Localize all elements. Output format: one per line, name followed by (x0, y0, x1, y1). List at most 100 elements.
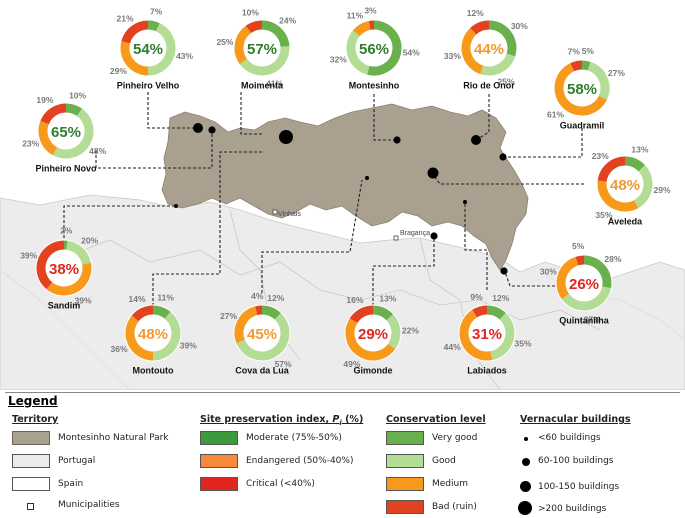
segment-label-very-good: 30% (511, 21, 528, 31)
segment-label-medium: 11% (347, 11, 364, 21)
segment-medium (556, 256, 579, 300)
building-marker-sandim (174, 204, 178, 208)
segment-good (480, 53, 516, 76)
segment-bad (245, 20, 263, 34)
preservation-index: 56% (359, 41, 389, 58)
municipality-boundary (0, 269, 131, 390)
segment-medium (38, 120, 58, 156)
donut-quintanilha: 28% 37% 30% 5% 26% Quintanilha (540, 241, 622, 326)
segment-good (52, 108, 94, 159)
donut-guadramil: 5% 27% 61% 7% 58% Guadramil (547, 46, 625, 131)
segment-label-good: 43% (176, 51, 193, 61)
segment-good (490, 312, 515, 361)
braganca-marker (393, 235, 399, 241)
segment-bad (575, 255, 585, 266)
leader-lines (63, 92, 584, 306)
leader-montouto (152, 151, 262, 306)
b200-label: >200 buildings (538, 504, 607, 514)
vinhais-marker (272, 209, 278, 215)
segment-label-bad: 10% (242, 7, 259, 17)
building-marker-montesinho (393, 136, 401, 144)
segment-label-good: 25% (498, 76, 515, 86)
bad-label: Bad (ruin) (432, 502, 477, 512)
segment-very-good (367, 20, 402, 76)
segment-medium (352, 20, 371, 37)
territory-heading: Territory (12, 414, 59, 425)
segment-very-good (261, 305, 281, 320)
legend: Legend Territory Montesinho Natural Park… (0, 390, 685, 518)
segment-very-good (624, 156, 646, 172)
building-marker-guadramil (499, 153, 507, 161)
segment-bad (255, 305, 263, 316)
segment-medium (234, 25, 252, 65)
segment-label-good: 48% (89, 146, 106, 156)
segment-label-medium: 44% (444, 342, 461, 352)
segment-label-medium: 36% (111, 344, 128, 354)
segment-label-medium: 27% (220, 311, 237, 321)
segment-very-good (581, 60, 591, 71)
segment-medium (125, 315, 154, 361)
segment-medium (461, 27, 484, 75)
segment-label-very-good: 7% (150, 6, 163, 16)
segment-medium (120, 41, 149, 76)
preservation-index: 54% (133, 41, 163, 58)
segment-good (65, 240, 92, 265)
donut-gimonde: 13% 22% 49% 16% 29% Gimonde (343, 294, 419, 376)
segment-bad (36, 240, 65, 290)
site-name: Quintanilha (559, 316, 609, 326)
site-name: Aveleda (608, 217, 643, 227)
leader-pinheiro-novo (95, 132, 213, 169)
segment-label-bad: 12% (467, 8, 484, 18)
b150-dot (520, 481, 531, 492)
segment-label-good: 41% (266, 78, 283, 88)
good-swatch (386, 454, 424, 468)
segment-label-bad: 9% (470, 292, 483, 302)
good-label: Good (432, 456, 456, 466)
preservation-index: 44% (474, 41, 504, 58)
leader-sandim (63, 205, 175, 238)
building-marker-quintanilha (500, 267, 508, 275)
segment-label-very-good: 10% (69, 90, 86, 100)
segment-bad (472, 305, 488, 318)
braganca-label: Bragança (400, 230, 430, 237)
site-name: Guadramil (560, 121, 605, 131)
segment-label-medium: 29% (110, 66, 127, 76)
preservation-index: 65% (51, 124, 81, 141)
segment-label-bad: 4% (251, 291, 264, 301)
b60-label: <60 buildings (538, 433, 601, 443)
segment-label-bad: 19% (36, 95, 53, 105)
segment-bad (40, 103, 67, 125)
medium-swatch (386, 477, 424, 491)
segment-label-good: 29% (654, 185, 671, 195)
segment-label-bad: 21% (117, 13, 134, 23)
b200-dot (518, 501, 532, 515)
segment-label-very-good: 11% (157, 293, 174, 303)
b150-label: 100-150 buildings (538, 482, 620, 492)
spain-swatch (12, 477, 50, 491)
segment-very-good (486, 305, 506, 320)
segment-label-medium: 30% (540, 266, 557, 276)
segment-medium (597, 180, 639, 212)
segment-label-medium: 35% (595, 210, 612, 220)
segment-medium (459, 309, 493, 361)
segment-good (239, 46, 290, 76)
preservation-index: 29% (358, 326, 388, 343)
segment-bad (131, 305, 154, 322)
segment-label-bad: 39% (20, 250, 37, 260)
donut-rio-de-onor: 30% 25% 33% 12% 44% Rio de Onor (444, 8, 528, 90)
segment-label-bad: 3% (364, 6, 377, 16)
donut-pinheiro-novo: 10% 48% 23% 19% 65% Pinheiro Novo (22, 90, 106, 173)
segment-label-bad: 14% (129, 294, 146, 304)
b100-label: 60-100 buildings (538, 456, 614, 466)
segment-good (236, 312, 290, 361)
legend-divider (5, 392, 680, 393)
segment-label-good: 57% (275, 359, 292, 369)
preservation-index: 38% (49, 261, 79, 278)
b60-dot (524, 437, 528, 441)
building-marker-gimonde (430, 232, 438, 240)
map: Vinhais Bragança 7% 43% 29% 21% 54% Pinheiro … (0, 5, 685, 390)
site-name: Rio de Onor (463, 81, 515, 91)
critical-label: Critical (<40%) (246, 479, 315, 489)
donut-aveleda: 13% 29% 35% 23% 48% Aveleda (592, 145, 671, 227)
preservation-index: 31% (472, 326, 502, 343)
